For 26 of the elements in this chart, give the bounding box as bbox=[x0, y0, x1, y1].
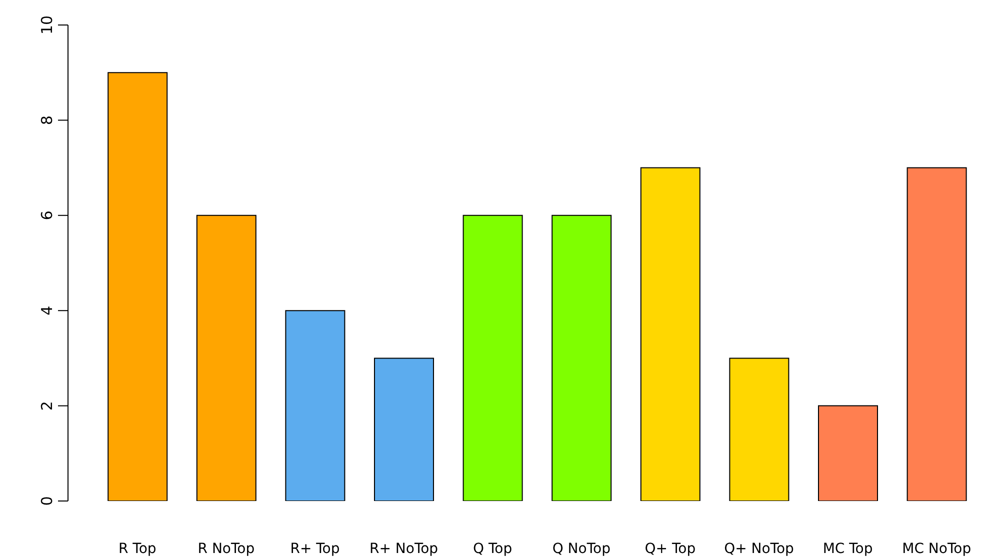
x-tick-label: Q NoTop bbox=[552, 541, 611, 557]
bar bbox=[374, 358, 434, 501]
bar bbox=[818, 405, 878, 501]
x-tick-label: MC Top bbox=[822, 541, 873, 557]
x-tick-label: R Top bbox=[118, 541, 156, 557]
bar bbox=[729, 358, 790, 501]
x-tick-label: R NoTop bbox=[198, 541, 255, 557]
bar bbox=[108, 72, 168, 501]
bar bbox=[285, 310, 346, 501]
x-tick-label: Q+ Top bbox=[644, 541, 696, 557]
x-tick-label: Q+ NoTop bbox=[724, 541, 794, 557]
x-tick-label: R+ Top bbox=[290, 541, 340, 557]
y-tick-label: 8 bbox=[38, 115, 56, 125]
x-tick-label: Q Top bbox=[473, 541, 512, 557]
x-tick-label: MC NoTop bbox=[902, 541, 972, 557]
bar bbox=[462, 214, 523, 501]
bar bbox=[906, 167, 967, 501]
y-tick-label: 6 bbox=[38, 210, 56, 220]
bar bbox=[640, 167, 700, 501]
bar bbox=[552, 214, 612, 501]
bar bbox=[196, 214, 256, 501]
y-tick-label: 2 bbox=[38, 401, 56, 411]
y-tick-label: 10 bbox=[38, 15, 56, 35]
y-tick-label: 4 bbox=[38, 306, 56, 316]
y-tick-label: 0 bbox=[38, 496, 56, 506]
x-tick-label: R+ NoTop bbox=[370, 541, 438, 557]
